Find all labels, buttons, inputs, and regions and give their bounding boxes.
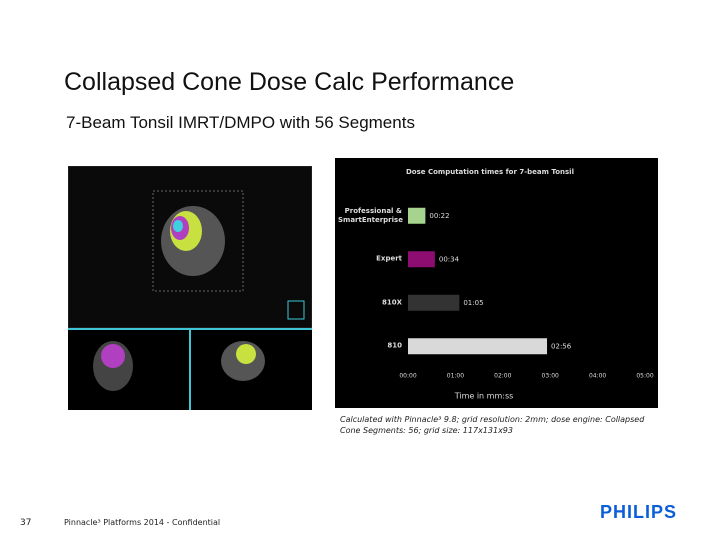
bar <box>408 338 548 355</box>
footer: Pinnacle³ Platforms 2014 - Confidential <box>64 518 221 527</box>
slide-subtitle: 7-Beam Tonsil IMRT/DMPO with 56 Segments <box>66 113 415 132</box>
chart: Dose Computation times for 7-beam Tonsil… <box>335 158 658 408</box>
chart-note: Calculated with Pinnacle³ 9.8; grid reso… <box>340 415 645 435</box>
x-axis-label: Time in mm:ss <box>454 392 514 401</box>
bar <box>408 207 426 224</box>
ct-image <box>68 166 312 410</box>
x-tick-label: 03:00 <box>542 373 559 380</box>
value-label: 00:22 <box>429 212 449 220</box>
value-label: 01:05 <box>463 299 483 307</box>
chart-svg: Dose Computation times for 7-beam Tonsil… <box>399 168 653 401</box>
x-tick-label: 01:00 <box>447 373 464 380</box>
x-tick-label: 05:00 <box>636 373 653 380</box>
logo: PHILIPS <box>600 502 678 522</box>
y-tick-label: Professional & SmartEnterprise <box>338 206 403 224</box>
x-tick-label: 04:00 <box>589 373 606 380</box>
x-tick-label: 02:00 <box>494 373 511 380</box>
chart-title: Dose Computation times for 7-beam Tonsil <box>406 168 574 176</box>
y-tick-label: Expert <box>376 254 402 263</box>
page-number: 37 <box>20 518 32 528</box>
y-tick-label: 810X <box>381 298 402 307</box>
value-label: 02:56 <box>551 342 572 350</box>
y-tick-label: 810 <box>387 341 402 350</box>
bar <box>408 251 435 268</box>
slide-title: Collapsed Cone Dose Calc Performance <box>64 68 515 96</box>
bar <box>408 294 460 311</box>
x-tick-label: 00:00 <box>399 373 416 380</box>
value-label: 00:34 <box>439 255 460 263</box>
